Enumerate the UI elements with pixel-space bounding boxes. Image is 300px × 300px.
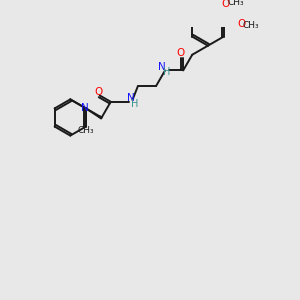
Text: H: H — [163, 67, 171, 77]
Text: O: O — [176, 48, 184, 58]
Text: N: N — [81, 103, 89, 113]
Text: H: H — [131, 99, 139, 109]
Text: N: N — [158, 62, 165, 72]
Text: O: O — [221, 0, 230, 9]
Text: O: O — [95, 87, 103, 97]
Text: CH₃: CH₃ — [227, 0, 244, 7]
Text: CH₃: CH₃ — [78, 126, 94, 135]
Text: O: O — [237, 19, 245, 29]
Text: N: N — [127, 93, 134, 103]
Text: CH₃: CH₃ — [243, 21, 260, 30]
